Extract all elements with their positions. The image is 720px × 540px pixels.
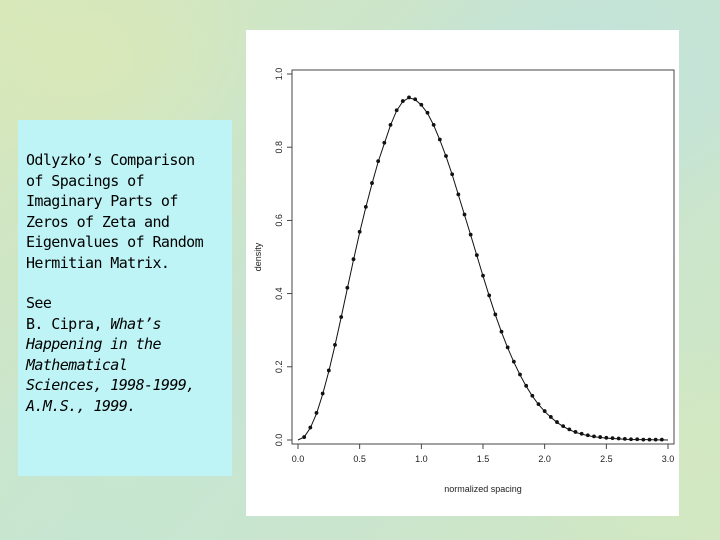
zeta-spacing-point	[419, 102, 424, 107]
zeta-spacing-point	[456, 192, 461, 197]
y-tick-label: 0.0	[274, 434, 284, 447]
zeta-spacing-point	[468, 232, 473, 237]
zeta-spacing-point	[363, 204, 368, 209]
x-tick-label: 0.5	[353, 454, 366, 464]
zeta-spacing-point	[561, 424, 566, 428]
zeta-spacing-point	[493, 312, 498, 317]
gue-density-curve	[297, 97, 669, 441]
zeta-spacing-point	[653, 437, 658, 442]
zeta-spacing-point	[326, 368, 331, 373]
citation-line: Mathematical	[26, 355, 128, 374]
zeta-spacing-point	[382, 140, 387, 145]
zeta-spacing-point	[579, 431, 584, 436]
zeta-spacing-point	[542, 409, 547, 413]
x-tick-label: 2.5	[600, 454, 613, 464]
y-axis-label: density	[253, 242, 263, 271]
x-axis-label: normalized spacing	[444, 484, 522, 494]
zeta-spacing-point	[499, 329, 504, 334]
zeta-spacing-point	[487, 293, 492, 298]
density-plot: 0.0 0.5 1.0 1.5 2.0 2.5 3.0 0.0 0.2 0.4 0.6 0.8 1.0 n…	[253, 68, 675, 494]
zeta-spacing-point	[320, 391, 325, 396]
citation-title: What’s	[110, 314, 161, 333]
y-tick-label: 1.0	[274, 68, 284, 81]
zeta-spacing-point	[585, 433, 590, 438]
zeta-spacing-point	[351, 257, 356, 262]
zeta-spacing-point	[635, 437, 640, 442]
description-line: Odlyzko’s Comparison	[26, 151, 195, 169]
zeta-spacing-point	[357, 229, 362, 234]
zeta-spacing-point	[345, 285, 350, 290]
y-tick-label: 0.8	[274, 141, 284, 154]
zeta-spacing-point	[511, 359, 516, 364]
citation-line: Sciences, 1998-1999,	[26, 376, 195, 394]
citation-line: See	[26, 294, 52, 312]
description-paragraph: Odlyzko’s Comparison of Spacings of Imag…	[26, 150, 226, 273]
y-tick-label: 0.2	[274, 361, 284, 374]
zeta-spacing-point	[444, 154, 448, 158]
zeta-spacing-point	[518, 372, 522, 377]
zeta-spacing-point	[647, 437, 652, 442]
x-tick-label: 0.0	[292, 454, 305, 464]
zeta-spacing-point	[437, 137, 442, 142]
zeta-spacing-point	[308, 425, 313, 430]
zeta-spacing-point	[376, 159, 381, 164]
citation-author: B. Cipra,	[26, 314, 111, 333]
zeta-spacing-point	[339, 315, 344, 319]
zeta-spacing-point	[629, 437, 633, 442]
zeta-spacing-point	[548, 415, 553, 419]
zeta-spacing-point	[400, 99, 405, 103]
zeta-spacing-point	[481, 273, 485, 278]
x-tick-label: 1.5	[477, 454, 490, 464]
zeta-spacing-point	[555, 420, 559, 424]
description-textbox: Odlyzko’s Comparison of Spacings of Imag…	[18, 120, 232, 476]
y-tick-label: 0.6	[274, 214, 284, 227]
zeta-spacing-point	[598, 435, 603, 439]
zeta-spacing-point	[659, 437, 664, 442]
zeta-spacing-point	[592, 434, 596, 439]
zeta-spacing-point	[573, 430, 578, 434]
zeta-spacing-point	[616, 436, 621, 441]
description-line: Zeros of Zeta and	[26, 212, 170, 231]
zeta-spacing-point	[388, 122, 393, 127]
zeta-spacing-point	[370, 181, 374, 185]
zeta-spacing-point	[431, 122, 436, 127]
zeta-spacing-point	[462, 212, 467, 217]
plot-frame	[291, 69, 675, 445]
zeta-spacing-point	[333, 342, 337, 347]
citation-line: Happening in the	[26, 335, 162, 353]
citation-line: B. Cipra, What’s	[26, 314, 226, 335]
zeta-spacing-point	[407, 95, 411, 100]
zeta-spacing-point	[622, 437, 627, 441]
citation-line: A.M.S., 1999.	[26, 396, 136, 415]
zeta-spacing-point	[567, 427, 572, 432]
zeta-spacing-point	[524, 383, 529, 388]
zeta-spacing-point	[474, 253, 479, 258]
y-tick-label: 0.4	[274, 287, 284, 300]
zeta-spacing-point	[641, 437, 646, 442]
description-line: Eigenvalues of Random	[26, 233, 204, 251]
x-tick-label: 2.0	[538, 454, 551, 464]
zeta-spacing-point	[394, 108, 399, 113]
zeta-spacing-point	[302, 435, 307, 439]
zeta-spacing-point	[536, 402, 541, 407]
description-line: Hermitian Matrix.	[26, 253, 170, 272]
zeta-spacing-point	[413, 97, 418, 102]
zeta-spacing-point	[314, 411, 319, 415]
zeta-spacing-point	[505, 345, 510, 350]
zeta-spacing-point	[530, 393, 535, 398]
plot-panel: 0.0 0.5 1.0 1.5 2.0 2.5 3.0 0.0 0.2 0.4 0.6 0.8 1.0 n…	[246, 30, 679, 516]
description-line: Imaginary Parts of	[26, 192, 178, 210]
zeta-spacing-point	[450, 172, 455, 177]
x-tick-label: 1.0	[415, 454, 428, 464]
zeta-spacing-point	[425, 110, 430, 115]
citation-paragraph: See B. Cipra, What’s Happening in the Ma…	[26, 293, 226, 416]
zeta-spacing-point	[604, 435, 609, 440]
x-tick-label: 3.0	[662, 454, 675, 464]
description-line: of Spacings of	[26, 171, 145, 190]
zeta-spacing-point	[610, 436, 615, 441]
